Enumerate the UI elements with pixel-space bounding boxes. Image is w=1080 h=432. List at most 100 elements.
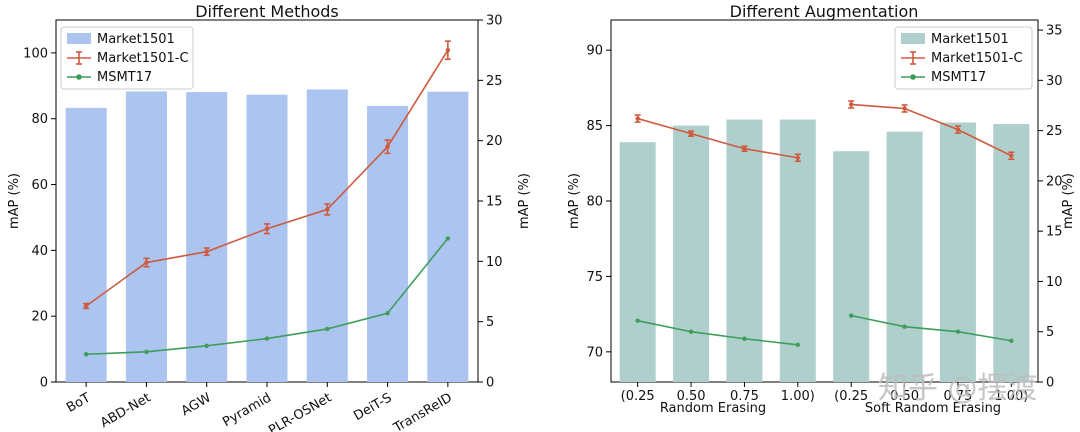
line-series	[634, 100, 1015, 347]
data-point	[144, 349, 149, 355]
x-tick-label: DeiT-S	[351, 390, 394, 424]
y-tick-label-left: 40	[31, 244, 48, 259]
data-point	[688, 329, 694, 334]
bar	[833, 151, 870, 382]
data-point	[204, 249, 209, 254]
y-tick-label-right: 30	[486, 14, 503, 29]
x-tick-label: ABD-Net	[98, 390, 153, 431]
y-tick-label-right: 25	[486, 74, 503, 89]
x-tick-label: (0.25	[834, 389, 868, 404]
bar	[619, 142, 656, 382]
y-tick-label-right: 5	[486, 315, 494, 330]
data-point	[955, 329, 961, 334]
x-tick-label: Pyramid	[220, 390, 274, 430]
y-tick-label-right: 0	[1046, 376, 1054, 391]
watermark: 知乎 @摆渡	[878, 371, 1038, 406]
bar	[186, 92, 228, 382]
data-point	[325, 207, 330, 212]
x-tick-label: BoT	[64, 390, 93, 415]
bar	[779, 119, 816, 383]
legend: Market1501 Market1501-C MSMT17	[60, 26, 194, 90]
line-series	[83, 40, 451, 357]
y-tick-label-right: 30	[1046, 74, 1063, 89]
y-axis-label-left: mAP (%)	[7, 173, 22, 229]
bar	[65, 107, 107, 382]
bar	[306, 89, 348, 383]
y-tick-label-left: 60	[31, 178, 48, 193]
x-ticks: (0.25 0.50 0.75 1.00) (0.25 0.50 0.75 1.00)	[621, 382, 1028, 404]
series-line	[637, 319, 798, 346]
x-tick-label: 0.50	[677, 389, 706, 404]
legend-swatch-market1501-c	[67, 51, 91, 65]
bar	[993, 124, 1030, 382]
x-tick-label: 0.75	[943, 389, 972, 404]
data-point	[385, 144, 390, 149]
y-axis-label-right: mAP (%)	[517, 173, 532, 229]
y-tick-label-left: 100	[23, 46, 48, 61]
y-axis-label-right: mAP (%)	[1061, 173, 1076, 229]
y-axis-label-left: mAP (%)	[567, 173, 582, 229]
x-tick-label: 0.50	[890, 389, 919, 404]
bar	[886, 131, 923, 382]
series-line	[637, 117, 798, 159]
y-tick-label-left: 80	[31, 112, 48, 127]
x-tick-label: 1.00)	[781, 389, 815, 404]
data-point	[902, 106, 907, 111]
y-tick-label-right: 25	[1046, 124, 1063, 139]
data-point	[635, 116, 640, 121]
data-point	[83, 352, 89, 357]
legend-label-msmt17: MSMT17	[931, 70, 986, 85]
data-point	[264, 336, 270, 341]
y-ticks-left: 70 75 80 85 90	[586, 44, 611, 360]
legend-swatch-market1501	[901, 33, 925, 44]
y-tick-label-right: 20	[1046, 174, 1063, 189]
legend-swatch-msmt17	[67, 74, 91, 80]
legend-swatch-market1501-c	[901, 51, 925, 65]
y-ticks-left: 0 20 40 60 80 100	[23, 46, 56, 391]
chart-title: Different Augmentation	[730, 2, 919, 21]
data-point	[688, 131, 694, 136]
bar	[125, 91, 167, 383]
bar	[939, 122, 976, 383]
y-tick-label-right: 20	[486, 134, 503, 149]
x-tick-label: 0.75	[730, 389, 759, 404]
y-tick-label-left: 90	[586, 44, 603, 59]
y-tick-label-right: 0	[486, 376, 494, 391]
data-point	[848, 102, 854, 107]
data-point	[325, 326, 330, 332]
y-tick-label-right: 5	[1046, 325, 1054, 340]
y-tick-label-left: 0	[40, 376, 48, 391]
bar	[726, 119, 763, 383]
legend-box	[894, 26, 1033, 90]
data-point	[1009, 153, 1014, 158]
data-point	[144, 260, 149, 265]
series-line	[851, 103, 1012, 157]
data-point	[264, 226, 270, 231]
data-point	[204, 343, 209, 348]
legend-swatch-msmt17	[901, 74, 925, 80]
data-point	[795, 155, 801, 160]
y-ticks-right: 0 5 10 15 20 25 30 35	[1038, 24, 1063, 391]
legend-label-msmt17: MSMT17	[97, 70, 152, 85]
data-point	[742, 336, 747, 341]
data-point	[445, 236, 451, 241]
y-tick-label-right: 15	[486, 195, 503, 210]
legend-label-market1501-c: Market1501-C	[97, 51, 189, 66]
chart-title: Different Methods	[195, 2, 339, 21]
legend-label-market1501: Market1501	[97, 32, 175, 47]
data-point	[902, 324, 907, 329]
y-tick-label-right: 35	[1046, 24, 1063, 39]
group-label-soft-random-erasing: Soft Random Erasing	[865, 401, 1001, 416]
legend-box	[60, 26, 194, 90]
legend-label-market1501-c: Market1501-C	[931, 51, 1023, 66]
data-point	[445, 47, 451, 53]
data-point	[635, 318, 640, 323]
x-tick-label: PLR-OSNet	[266, 390, 334, 432]
data-point	[742, 146, 747, 151]
bar-series	[619, 119, 1030, 383]
data-point	[795, 342, 801, 347]
legend-swatch-market1501	[67, 33, 91, 44]
series-line	[851, 314, 1012, 342]
